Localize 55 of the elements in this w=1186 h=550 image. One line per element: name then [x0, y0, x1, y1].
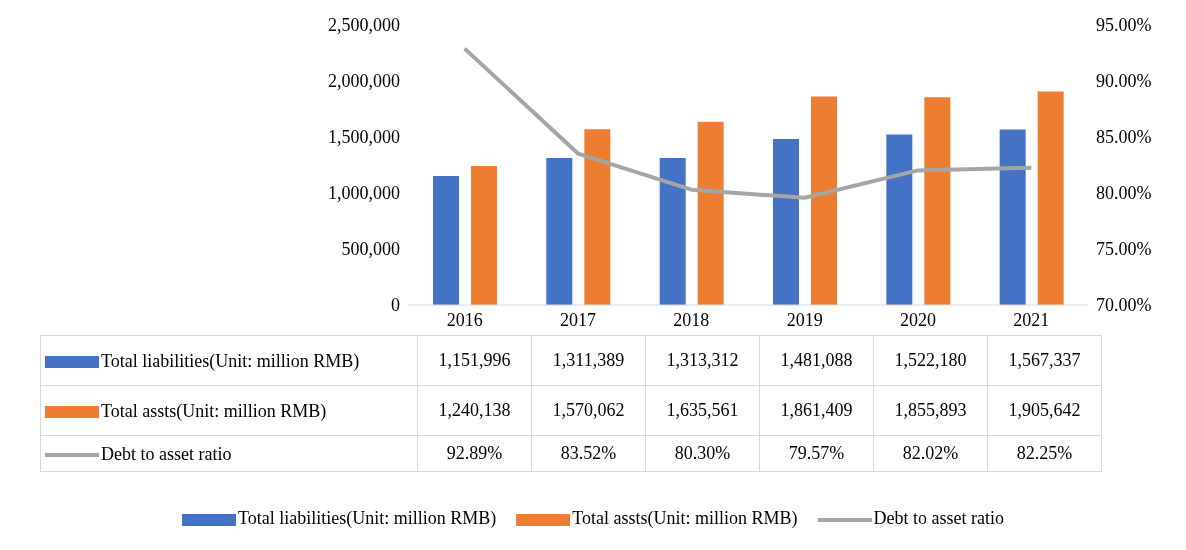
x-tick-label: 2016 — [446, 309, 483, 330]
data-label: 92.89% — [417, 435, 532, 472]
y-tick-label: 1,000,000 — [328, 183, 400, 204]
legend-label: Total liabilities(Unit: million RMB) — [40, 335, 418, 386]
data-label: 83.52% — [531, 435, 646, 472]
y-tick-label: 0 — [391, 295, 400, 316]
text: Total assts(Unit: million RMB) — [572, 508, 798, 528]
y2-tick-label: 85.00% — [1096, 127, 1152, 148]
bar — [471, 166, 497, 305]
y2-tick-label: 95.00% — [1096, 15, 1152, 36]
legend-label: Total assts(Unit: million RMB) — [40, 385, 418, 436]
data-label: 1,855,893 — [873, 385, 988, 436]
data-label: 1,481,088 — [759, 335, 874, 386]
x-tick-label: 2021 — [1013, 309, 1050, 330]
data-label: 1,567,337 — [987, 335, 1102, 386]
y-tick-label: 500,000 — [341, 239, 400, 260]
x-tick-label: 2020 — [900, 309, 936, 330]
y2-tick-label: 90.00% — [1096, 71, 1152, 92]
bar — [584, 129, 611, 305]
data-label: 79.57% — [759, 435, 874, 472]
data-label: 1,151,996 — [417, 335, 532, 386]
x-tick-label: 2018 — [673, 309, 710, 330]
data-label: 80.30% — [645, 435, 760, 472]
legend-label: Debt to asset ratio — [872, 508, 1004, 529]
data-label: 1,522,180 — [873, 335, 988, 386]
y2-tick-label: 75.00% — [1096, 239, 1152, 260]
data-label: 1,240,138 — [417, 385, 532, 436]
bar — [999, 129, 1026, 305]
text: Total liabilities(Unit: million RMB) — [238, 508, 497, 528]
data-label: 82.25% — [987, 435, 1102, 472]
bar — [697, 121, 724, 305]
bar — [659, 157, 686, 305]
data-label: 1,570,062 — [531, 385, 646, 436]
bar — [1037, 91, 1064, 305]
data-label: 1,311,389 — [531, 335, 646, 386]
y-tick-label: 1,500,000 — [328, 127, 400, 148]
y-tick-label: 2,500,000 — [328, 15, 400, 36]
bar — [811, 96, 837, 305]
data-label: 82.02% — [873, 435, 988, 472]
data-label: 1,635,561 — [645, 385, 760, 436]
x-tick-label: 2019 — [786, 309, 823, 330]
x-tick-label: 2017 — [560, 309, 596, 330]
bar — [886, 134, 913, 305]
data-label: 1,905,642 — [987, 385, 1102, 436]
text: Debt to asset ratio — [101, 443, 232, 464]
bar — [546, 158, 573, 305]
data-label: 1,313,312 — [645, 335, 760, 386]
y-tick-label: 2,000,000 — [328, 71, 400, 92]
y2-tick-label: 70.00% — [1096, 295, 1152, 316]
bar — [433, 175, 459, 305]
bar — [924, 97, 951, 305]
line-series — [462, 46, 1034, 200]
y2-tick-label: 80.00% — [1096, 183, 1152, 204]
bar — [773, 139, 799, 305]
data-label: 1,861,409 — [759, 385, 874, 436]
